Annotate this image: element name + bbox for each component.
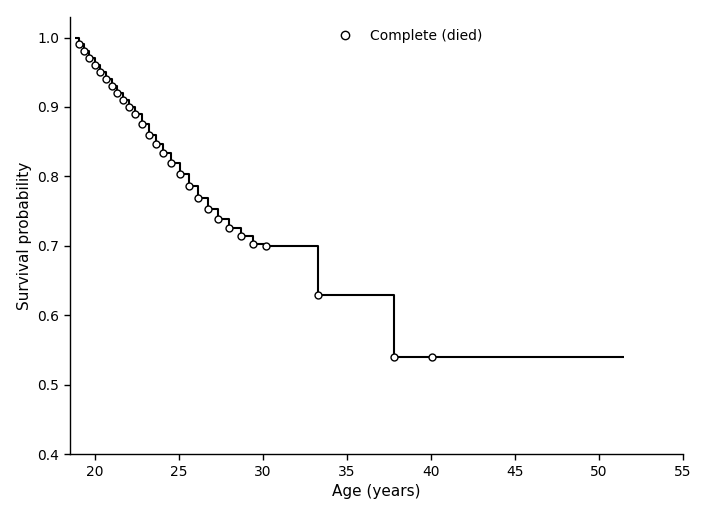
Legend: Complete (died): Complete (died) [326,24,488,49]
Y-axis label: Survival probability: Survival probability [17,162,32,310]
X-axis label: Age (years): Age (years) [332,485,421,499]
